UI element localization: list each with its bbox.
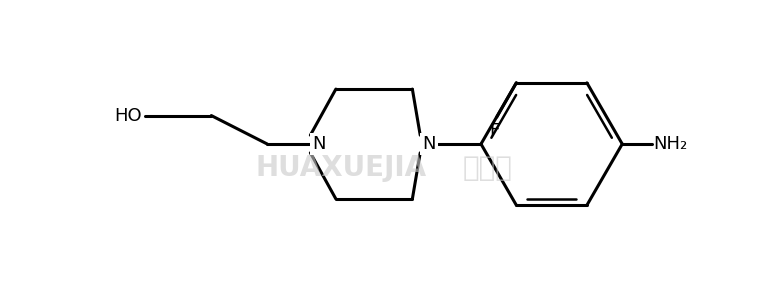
Text: N: N (423, 135, 435, 153)
Text: N: N (312, 135, 326, 153)
Text: NH₂: NH₂ (654, 135, 688, 153)
Text: 化学加: 化学加 (463, 154, 513, 181)
Text: HO: HO (114, 107, 141, 124)
Text: F: F (489, 122, 500, 140)
Text: HUAXUEJIA: HUAXUEJIA (255, 154, 426, 181)
